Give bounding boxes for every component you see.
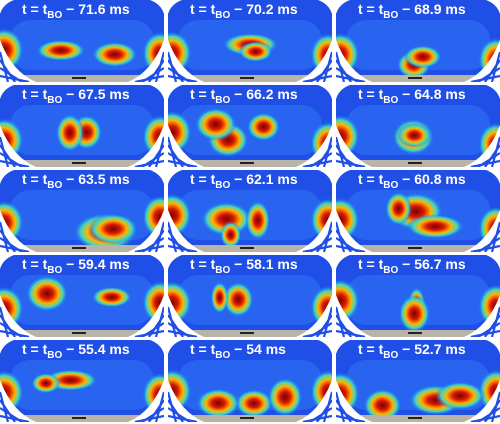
label-prefix: t = t (22, 256, 48, 272)
label-suffix: − 59.4 ms (62, 256, 130, 272)
flame-blob (26, 275, 69, 312)
label-subscript: BO (215, 350, 230, 361)
flame-blob (267, 377, 302, 416)
label-suffix: − 55.4 ms (62, 341, 130, 357)
panel: t = tBO − 64.8 ms (320, 85, 500, 167)
bottom-mark (72, 162, 86, 164)
flame-blob (397, 123, 432, 148)
label-subscript: BO (47, 180, 62, 191)
label-subscript: BO (47, 95, 62, 106)
label-subscript: BO (383, 265, 398, 276)
label-suffix: − 54 ms (230, 341, 286, 357)
panel: t = tBO − 59.4 ms (0, 255, 178, 337)
label-subscript: BO (215, 10, 230, 21)
label-suffix: − 60.8 ms (398, 171, 466, 187)
flame-blob (56, 114, 85, 153)
figure: t = tBO − 71.6 mst = tBO − 70.2 mst = tB… (0, 0, 500, 424)
label-suffix: − 62.1 ms (230, 171, 298, 187)
label-subscript: BO (383, 180, 398, 191)
label-prefix: t = t (358, 341, 384, 357)
bottom-mark (72, 332, 86, 334)
bottom-mark (72, 77, 86, 79)
label-subscript: BO (47, 265, 62, 276)
label-suffix: − 71.6 ms (62, 1, 130, 17)
flame-blob (385, 192, 412, 226)
bottom-mark (72, 247, 86, 249)
flame-blob (235, 389, 273, 417)
bottom-mark (240, 417, 254, 419)
label-suffix: − 70.2 ms (230, 1, 298, 17)
bottom-mark (408, 417, 422, 419)
label-subscript: BO (215, 180, 230, 191)
label-subscript: BO (383, 350, 398, 361)
flame-blob (238, 41, 273, 62)
flame-blob (404, 45, 442, 68)
panel: t = tBO − 66.2 ms (152, 85, 346, 167)
label-prefix: t = t (22, 341, 48, 357)
label-subscript: BO (215, 265, 230, 276)
label-subscript: BO (383, 10, 398, 21)
label-prefix: t = t (358, 1, 384, 17)
bottom-mark (72, 417, 86, 419)
label-prefix: t = t (190, 341, 216, 357)
flame-blob (398, 294, 430, 333)
label-suffix: − 64.8 ms (398, 86, 466, 102)
label-suffix: − 58.1 ms (230, 256, 298, 272)
panel: t = tBO − 55.4 ms (0, 340, 178, 422)
bottom-mark (240, 77, 254, 79)
panel: t = tBO − 56.7 ms (320, 255, 500, 337)
bottom-mark (240, 162, 254, 164)
label-suffix: − 63.5 ms (62, 171, 130, 187)
flame-blob (31, 373, 60, 394)
label-suffix: − 68.9 ms (398, 1, 466, 17)
bottom-mark (408, 332, 422, 334)
label-subscript: BO (383, 95, 398, 106)
flame-blob (247, 112, 281, 141)
label-subscript: BO (47, 350, 62, 361)
flame-blob (220, 221, 241, 248)
label-prefix: t = t (190, 86, 216, 102)
bottom-mark (408, 77, 422, 79)
panel: t = tBO − 71.6 ms (0, 0, 178, 82)
flame-blob (196, 388, 240, 418)
panel: t = tBO − 67.5 ms (0, 85, 178, 167)
label-prefix: t = t (190, 256, 216, 272)
flame-blob (245, 200, 270, 240)
flame-blob (211, 281, 229, 313)
label-prefix: t = t (358, 171, 384, 187)
bottom-mark (408, 162, 422, 164)
label-prefix: t = t (22, 171, 48, 187)
bottom-mark (240, 247, 254, 249)
label-prefix: t = t (22, 86, 48, 102)
label-prefix: t = t (22, 1, 48, 17)
bottom-mark (408, 247, 422, 249)
flame-blob (92, 42, 138, 68)
panel: t = tBO − 52.7 ms (320, 340, 500, 422)
label-suffix: − 52.7 ms (398, 341, 466, 357)
label-suffix: − 67.5 ms (62, 86, 130, 102)
flame-blob (195, 108, 237, 142)
panel: t = tBO − 60.8 ms (320, 170, 500, 252)
flame-blob (406, 214, 464, 239)
flame-blob (435, 381, 485, 410)
label-subscript: BO (47, 10, 62, 21)
panel: t = tBO − 58.1 ms (152, 255, 346, 337)
panel: t = tBO − 54 ms (152, 340, 346, 422)
label-prefix: t = t (190, 171, 216, 187)
label-prefix: t = t (190, 1, 216, 17)
flame-blob (88, 213, 138, 244)
flame-blob (36, 40, 86, 62)
panel: t = tBO − 62.1 ms (152, 170, 346, 252)
panel: t = tBO − 68.9 ms (320, 0, 500, 82)
label-suffix: − 56.7 ms (398, 256, 466, 272)
label-subscript: BO (215, 95, 230, 106)
label-prefix: t = t (358, 86, 384, 102)
panel: t = tBO − 63.5 ms (0, 170, 178, 252)
flame-blob (91, 287, 132, 308)
label-prefix: t = t (358, 256, 384, 272)
panel: t = tBO − 70.2 ms (152, 0, 346, 82)
label-suffix: − 66.2 ms (230, 86, 298, 102)
bottom-mark (240, 332, 254, 334)
